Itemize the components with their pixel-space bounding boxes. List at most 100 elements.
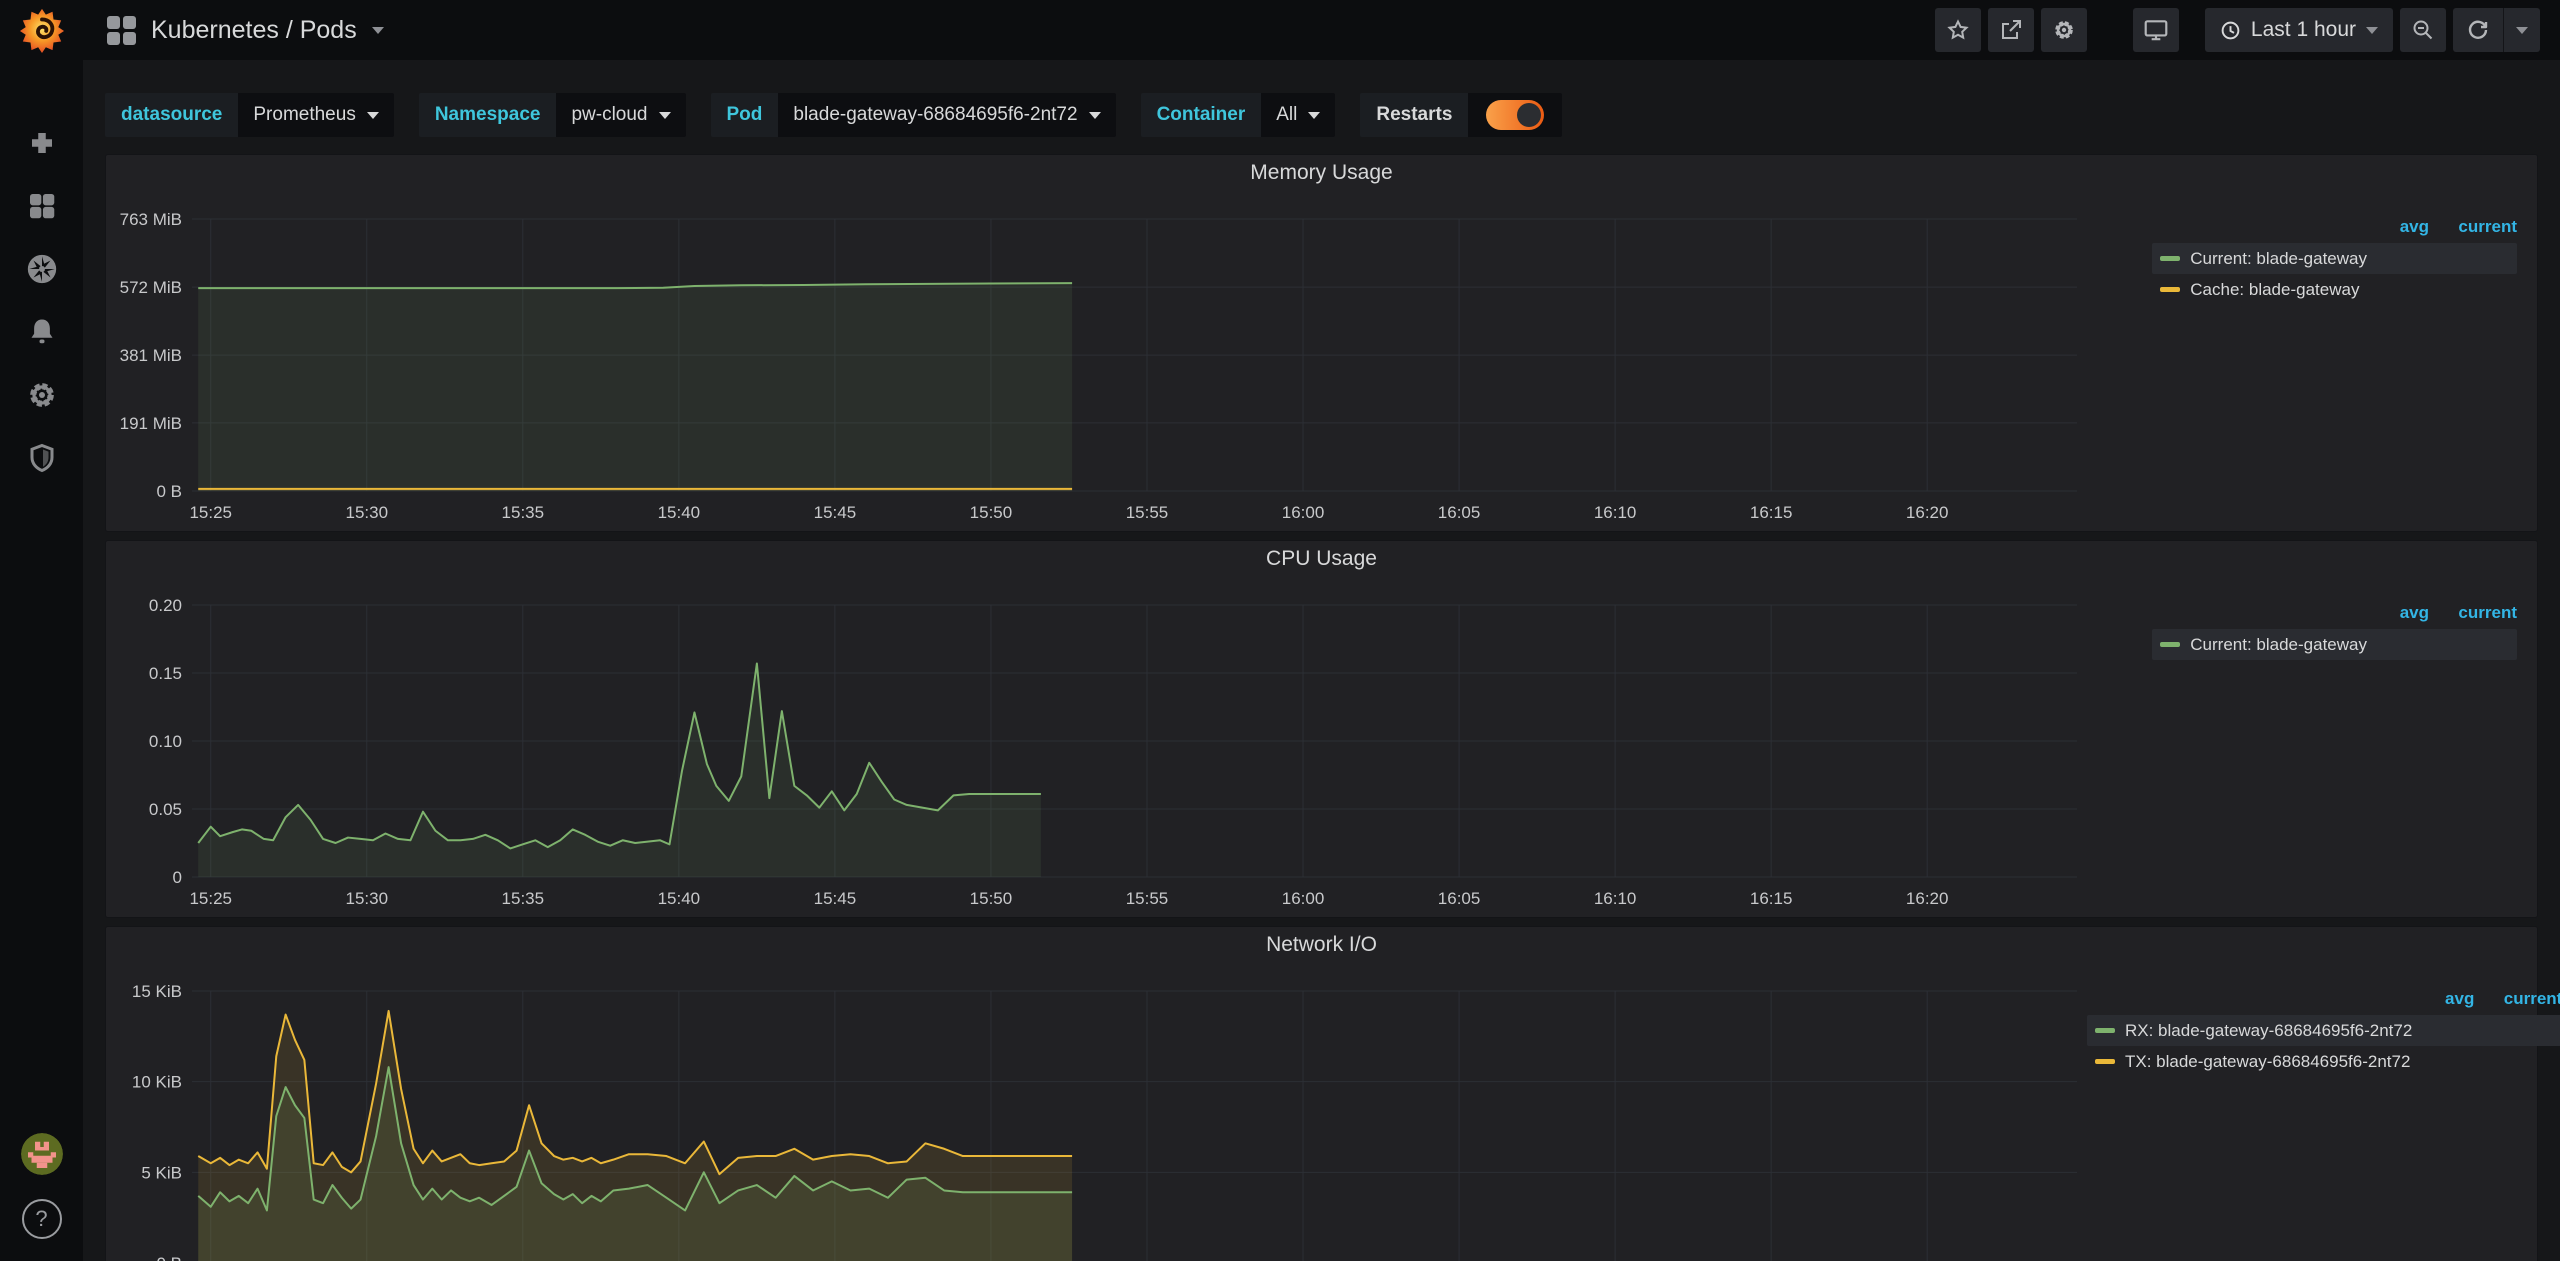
svg-text:0.15: 0.15	[149, 664, 182, 683]
svg-text:16:10: 16:10	[1594, 503, 1637, 522]
variable-container-label: Container	[1141, 93, 1262, 137]
grafana-logo[interactable]	[0, 0, 83, 60]
legend-series-label: Current: blade-gateway	[2190, 635, 2367, 655]
sidebar-nav	[25, 60, 59, 475]
svg-text:15 KiB: 15 KiB	[132, 982, 182, 1001]
variable-namespace-value[interactable]: pw-cloud	[556, 93, 685, 137]
variable-datasource-value[interactable]: Prometheus	[238, 93, 393, 137]
variable-namespace-label: Namespace	[419, 93, 557, 137]
series-color-swatch	[2160, 642, 2180, 647]
cpu-legend: avg current Current: blade-gateway	[2087, 577, 2529, 913]
time-range-picker[interactable]: Last 1 hour	[2205, 8, 2393, 52]
svg-text:15:40: 15:40	[658, 503, 701, 522]
sidebar-bottom: ?	[21, 1133, 63, 1261]
panel-network-io: Network I/O 15:2515:3015:3515:4015:4515:…	[105, 926, 2538, 1261]
dropdown-caret-icon	[1089, 112, 1101, 119]
variable-container-value[interactable]: All	[1261, 93, 1335, 137]
apps-grid-icon	[107, 16, 136, 45]
variable-container: Container All	[1141, 93, 1336, 137]
svg-text:16:15: 16:15	[1750, 503, 1793, 522]
dashboard-settings-button[interactable]	[2041, 8, 2087, 52]
svg-text:10 KiB: 10 KiB	[132, 1073, 182, 1092]
restarts-toggle[interactable]	[1468, 93, 1562, 137]
panel-memory-usage: Memory Usage 15:2515:3015:3515:4015:4515…	[105, 154, 2538, 532]
svg-text:15:40: 15:40	[658, 889, 701, 908]
legend-series-label: Cache: blade-gateway	[2190, 280, 2359, 300]
svg-text:191 MiB: 191 MiB	[120, 414, 182, 433]
panel-title-network[interactable]: Network I/O	[106, 927, 2537, 963]
explore-compass-icon[interactable]	[25, 252, 59, 286]
network-io-chart[interactable]: 15:2515:3015:3515:4015:4515:5015:5516:00…	[114, 963, 2087, 1261]
dropdown-caret-icon	[367, 112, 379, 119]
svg-text:16:05: 16:05	[1438, 503, 1481, 522]
star-button[interactable]	[1935, 8, 1981, 52]
grafana-dashboard: { "nav": { "title": "Kubernetes / Pods",…	[0, 0, 2560, 1261]
svg-text:15:50: 15:50	[970, 503, 1013, 522]
memory-usage-chart[interactable]: 15:2515:3015:3515:4015:4515:5015:5516:00…	[114, 191, 2087, 527]
time-range-label: Last 1 hour	[2251, 18, 2356, 42]
toggle-knob	[1517, 103, 1541, 127]
alerting-bell-icon[interactable]	[25, 315, 59, 349]
legend-item[interactable]: Current: blade-gateway	[2152, 629, 2517, 660]
legend-sort-current[interactable]: current	[2474, 989, 2560, 1009]
help-glyph: ?	[35, 1206, 47, 1232]
legend-sort-avg[interactable]: avg	[2420, 989, 2474, 1009]
variable-pod: Pod blade-gateway-68684695f6-2nt72	[711, 93, 1116, 137]
server-admin-shield-icon[interactable]	[25, 441, 59, 475]
chart-svg: 15:2515:3015:3515:4015:4515:5015:5516:00…	[114, 963, 2087, 1261]
series-color-swatch	[2160, 256, 2180, 261]
svg-text:0.20: 0.20	[149, 596, 182, 615]
svg-text:15:55: 15:55	[1126, 889, 1169, 908]
memory-legend: avg current Current: blade-gateway Cache:…	[2087, 191, 2529, 527]
share-button[interactable]	[1988, 8, 2034, 52]
svg-text:16:10: 16:10	[1594, 889, 1637, 908]
svg-text:15:30: 15:30	[345, 503, 388, 522]
svg-text:16:15: 16:15	[1750, 889, 1793, 908]
dropdown-caret-icon	[1308, 112, 1320, 119]
dashboards-icon[interactable]	[25, 189, 59, 223]
legend-item[interactable]: RX: blade-gateway-68684695f6-2nt72	[2087, 1015, 2560, 1046]
configuration-gear-icon[interactable]	[25, 378, 59, 412]
cycle-view-tv-button[interactable]	[2133, 8, 2179, 52]
svg-text:16:20: 16:20	[1906, 503, 1949, 522]
cpu-usage-chart[interactable]: 15:2515:3015:3515:4015:4515:5015:5516:00…	[114, 577, 2087, 913]
panel-title-memory[interactable]: Memory Usage	[106, 155, 2537, 191]
series-color-swatch	[2095, 1059, 2115, 1064]
dashboard-title: Kubernetes / Pods	[151, 16, 357, 45]
refresh-caret-icon	[2516, 27, 2528, 34]
user-avatar[interactable]	[21, 1133, 63, 1175]
legend-sort-avg[interactable]: avg	[2375, 603, 2429, 623]
legend-series-label: Current: blade-gateway	[2190, 249, 2367, 269]
svg-text:15:50: 15:50	[970, 889, 1013, 908]
legend-sort-avg[interactable]: avg	[2375, 217, 2429, 237]
refresh-control	[2453, 8, 2540, 52]
dashboard-title-button[interactable]: Kubernetes / Pods	[107, 16, 384, 45]
sidebar: ?	[0, 0, 83, 1261]
legend-item[interactable]: Cache: blade-gateway	[2152, 274, 2517, 305]
help-icon[interactable]: ?	[22, 1199, 62, 1239]
zoom-out-button[interactable]	[2400, 8, 2446, 52]
series-color-swatch	[2095, 1028, 2115, 1033]
restarts-toggle-pill: Restarts	[1360, 93, 1562, 137]
svg-text:0 B: 0 B	[156, 1254, 182, 1261]
legend-sort-current[interactable]: current	[2429, 217, 2517, 237]
variable-datasource: datasource Prometheus	[105, 93, 394, 137]
create-plus-icon[interactable]	[25, 126, 59, 160]
svg-text:16:00: 16:00	[1282, 503, 1325, 522]
svg-text:15:35: 15:35	[502, 503, 545, 522]
legend-item[interactable]: TX: blade-gateway-68684695f6-2nt72	[2087, 1046, 2560, 1077]
panel-title-cpu[interactable]: CPU Usage	[106, 541, 2537, 577]
series-color-swatch	[2160, 287, 2180, 292]
template-variables-row: datasource Prometheus Namespace pw-cloud…	[83, 60, 2560, 154]
legend-series-label: RX: blade-gateway-68684695f6-2nt72	[2125, 1021, 2412, 1041]
svg-text:572 MiB: 572 MiB	[120, 278, 182, 297]
legend-sort-current[interactable]: current	[2429, 603, 2517, 623]
refresh-interval-caret[interactable]	[2504, 8, 2540, 52]
network-legend: avg current RX: blade-gateway-68684695f6…	[2087, 963, 2529, 1261]
dropdown-caret-icon	[659, 112, 671, 119]
svg-text:15:30: 15:30	[345, 889, 388, 908]
svg-text:0.05: 0.05	[149, 800, 182, 819]
legend-item[interactable]: Current: blade-gateway	[2152, 243, 2517, 274]
variable-pod-value[interactable]: blade-gateway-68684695f6-2nt72	[778, 93, 1115, 137]
refresh-button[interactable]	[2453, 8, 2504, 52]
